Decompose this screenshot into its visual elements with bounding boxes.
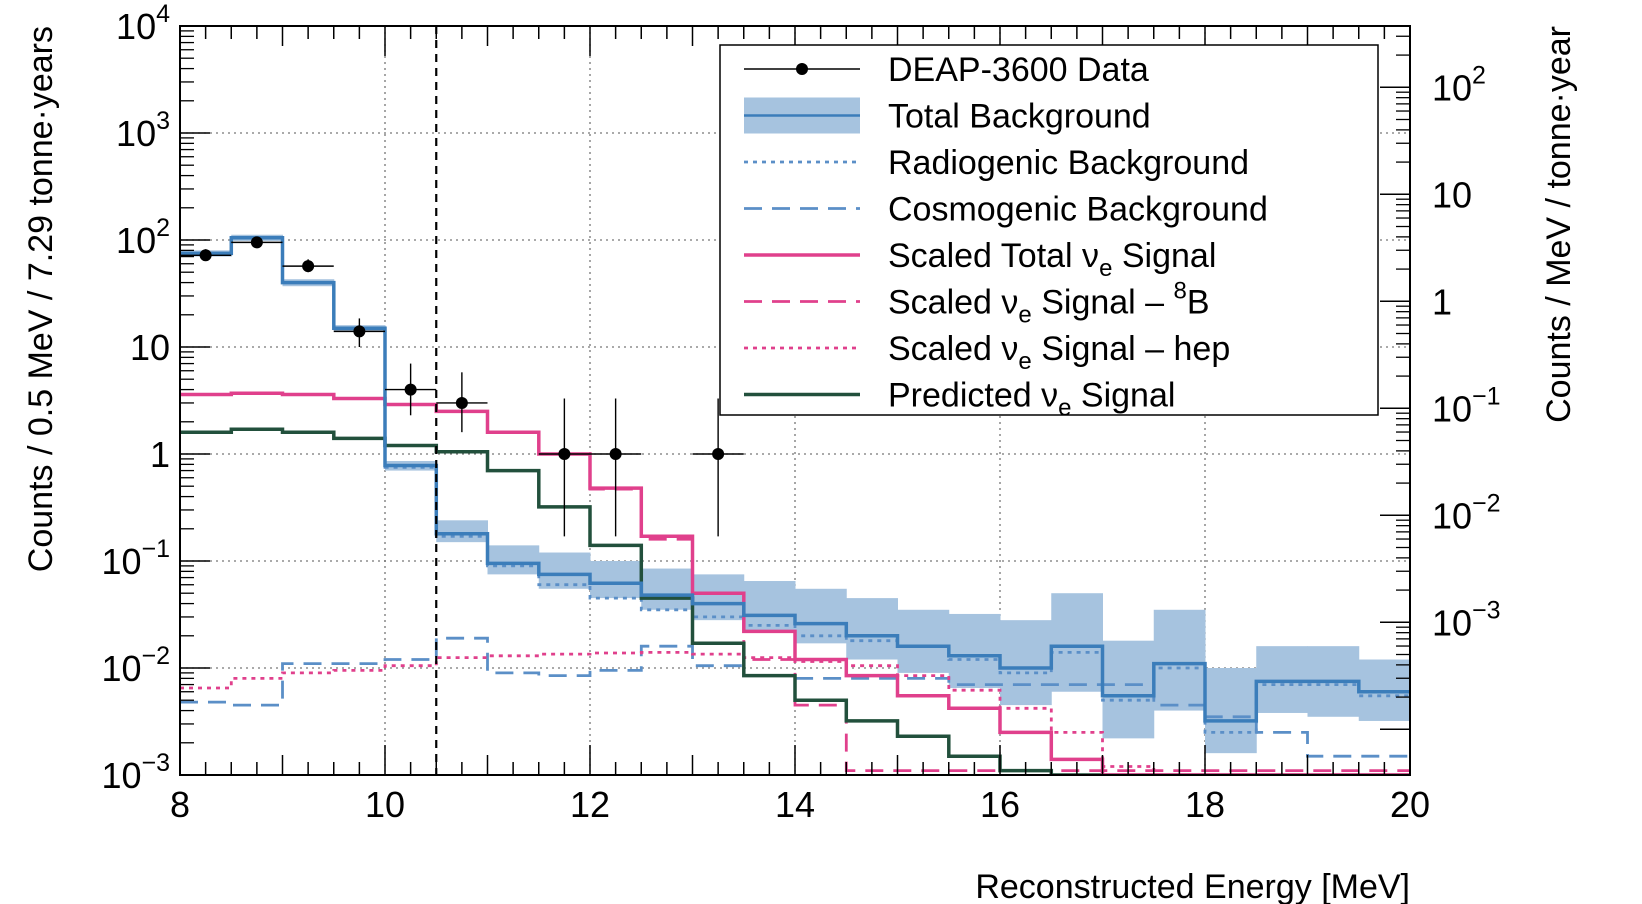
background-band-bin xyxy=(436,520,488,543)
series-total-background xyxy=(180,235,1410,723)
legend-entry-label: DEAP-3600 Data xyxy=(888,51,1149,89)
y-right-tick-label: 10−2 xyxy=(1432,489,1501,536)
background-band-bin xyxy=(846,598,898,660)
data-point xyxy=(558,448,571,460)
legend-entry-label: Predicted νe Signal xyxy=(888,377,1175,422)
legend-entry-label: Total Background xyxy=(888,98,1151,136)
y-tick-label: 10−3 xyxy=(101,749,170,796)
background-band-bin xyxy=(641,568,693,610)
y-tick-label: 104 xyxy=(116,0,170,47)
x-tick-label: 18 xyxy=(1185,784,1225,825)
background-band-bin xyxy=(1102,640,1155,739)
background-band-bin xyxy=(487,545,540,575)
data-point xyxy=(250,236,263,249)
background-band-bin xyxy=(1000,620,1052,706)
data-point xyxy=(609,448,622,460)
legend-entry-label: Scaled νe Signal – hep xyxy=(888,330,1230,375)
data-point xyxy=(302,260,315,273)
y-tick-label: 103 xyxy=(116,107,170,154)
y-right-tick-label: 103 xyxy=(1432,0,1486,1)
legend-entry-label: Scaled Total νe Signal xyxy=(888,237,1216,282)
y-axis-label: Counts / 0.5 MeV / 7.29 tonne·years xyxy=(22,26,60,572)
background-band-bin xyxy=(1205,668,1257,754)
y-tick-label: 1 xyxy=(150,434,170,475)
legend-key-point xyxy=(796,63,808,75)
background-band-bin xyxy=(795,588,847,644)
y-axis-right-label: Counts / MeV / tonne·year xyxy=(1540,26,1578,423)
legend-entry-label: Scaled νe Signal – 8B xyxy=(888,278,1210,329)
background-band-bin xyxy=(897,609,950,673)
tick-labels: 8 10 12 14 16 18 20 10−3 10−2 10−1 1 10 102 103 104 10−… xyxy=(101,0,1500,825)
y-right-tick-label: 102 xyxy=(1432,61,1486,108)
tick-marks xyxy=(179,25,1411,776)
series-layer xyxy=(180,234,1410,775)
data-point xyxy=(712,448,725,460)
legend-entry-label: Radiogenic Background xyxy=(888,144,1249,182)
x-tick-label: 8 xyxy=(170,784,190,825)
data-point xyxy=(455,396,468,409)
y-tick-label: 102 xyxy=(116,214,170,261)
background-band-bin xyxy=(1256,646,1308,713)
y-right-tick-label: 10 xyxy=(1432,174,1472,215)
x-tick-label: 14 xyxy=(775,784,815,825)
x-tick-label: 10 xyxy=(365,784,405,825)
x-tick-label: 16 xyxy=(980,784,1020,825)
x-tick-label: 20 xyxy=(1390,784,1430,825)
y-tick-label: 10−2 xyxy=(101,642,170,689)
background-band-bin xyxy=(743,581,796,632)
x-axis-label: Reconstructed Energy [MeV] xyxy=(975,868,1410,904)
legend-entry-label: Cosmogenic Background xyxy=(888,191,1268,229)
background-band-bin xyxy=(1153,609,1206,711)
y-right-tick-label: 10−3 xyxy=(1432,596,1501,643)
y-right-tick-label: 1 xyxy=(1432,281,1452,322)
series-predicted-e-signal xyxy=(180,427,1410,775)
y-tick-label: 10−1 xyxy=(101,535,170,582)
data-point xyxy=(404,383,417,396)
y-right-tick-label: 10−1 xyxy=(1432,382,1501,429)
legend: DEAP-3600 Data Total Background Radiogenic… xyxy=(719,44,1379,422)
data-point xyxy=(353,325,366,338)
series-radiogenic-background xyxy=(180,236,1410,734)
y-tick-label: 10 xyxy=(130,327,170,368)
background-band-bin xyxy=(692,574,745,621)
data-point xyxy=(199,249,212,262)
series-cosmogenic-background xyxy=(180,636,1410,758)
background-band-bin xyxy=(948,613,1001,689)
background-band-bin xyxy=(538,552,591,589)
x-tick-label: 12 xyxy=(570,784,610,825)
background-band-bin xyxy=(1051,593,1103,692)
background-band-bin xyxy=(590,561,642,599)
